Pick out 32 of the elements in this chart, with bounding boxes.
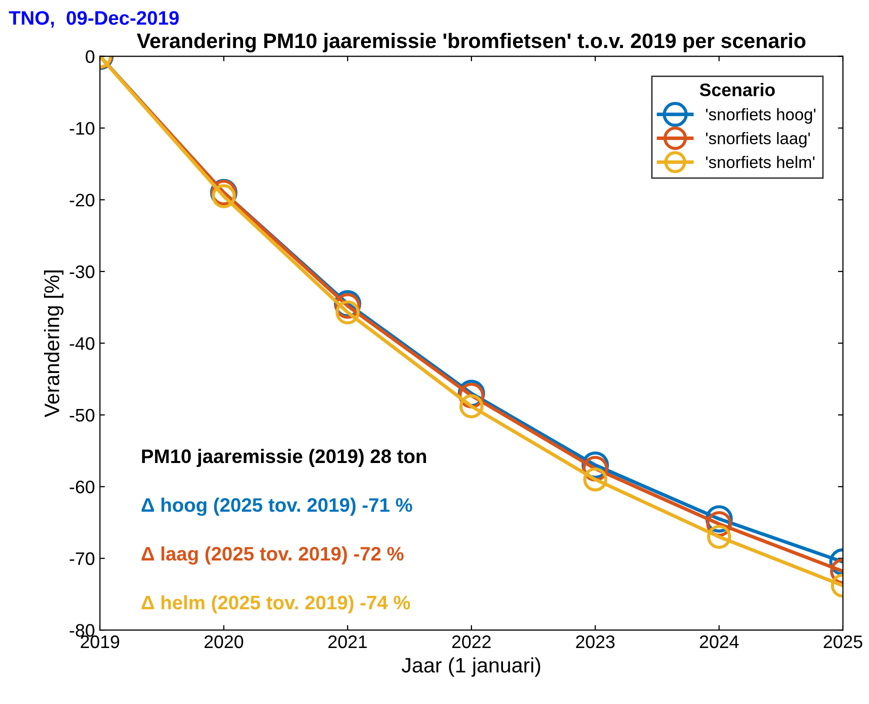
annotation: Δ helm (2025 tov. 2019) -74 % — [142, 595, 410, 614]
x-tick-label: 2022 — [452, 635, 491, 648]
annotation: PM10 jaaremissie (2019) 28 ton — [142, 448, 426, 468]
x-axis-title: Jaar (1 januari) — [402, 657, 540, 677]
point — [583, 467, 608, 492]
y-tick-label: -80 — [70, 624, 94, 637]
y-axis-title: Verandering [%] — [44, 270, 64, 418]
chart-title: Verandering PM10 jaaremissie 'bromfietsen' t.o.v. 2019 per scenario — [136, 32, 806, 52]
x-tick-label: 2020 — [204, 635, 244, 648]
x-tick-label: 2021 — [328, 635, 367, 648]
point — [459, 394, 484, 418]
point — [212, 184, 236, 208]
legend-label: 'snorfiets laag' — [706, 132, 810, 148]
y-tick-label: -60 — [70, 480, 94, 494]
x-tick-label: 2023 — [576, 635, 615, 648]
y-tick-label: -40 — [70, 337, 94, 350]
x-tick-label: 2024 — [700, 635, 739, 648]
x-tick-label: 2019 — [80, 635, 120, 648]
legend-label: 'snorfiets helm' — [706, 156, 814, 168]
y-tick-label: 0 — [86, 50, 94, 64]
annotation: Δ laag (2025 tov. 2019) -72 % — [142, 546, 404, 565]
y-tick-label: -30 — [70, 265, 94, 278]
legend-label: 'snorfiets hoog' — [706, 108, 816, 124]
annotation: Δ hoog (2025 tov. 2019) -71 % — [142, 498, 412, 516]
y-tick-label: -20 — [70, 194, 94, 206]
y-tick-label: -10 — [70, 122, 94, 135]
legend-title: Scenario — [700, 82, 775, 96]
point — [707, 524, 732, 549]
x-tick-label: 2025 — [824, 635, 862, 648]
y-tick-label: -50 — [70, 408, 94, 422]
y-tick-label: -70 — [70, 552, 94, 566]
text: TNO, 09-Dec-2019 — [8, 11, 179, 28]
